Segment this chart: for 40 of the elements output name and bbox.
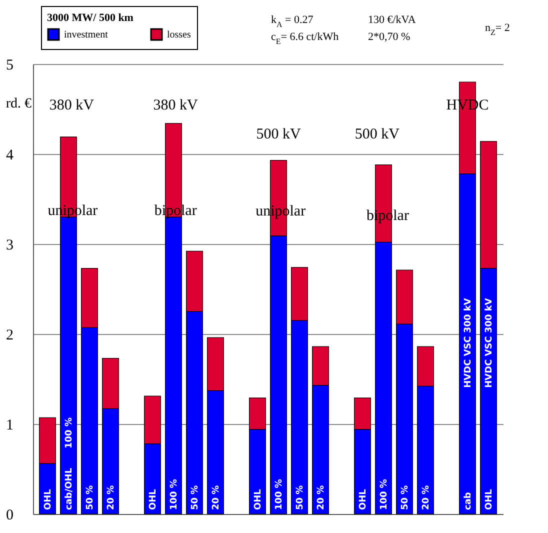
y-tick-label: 4: [6, 148, 14, 164]
x-tick-label: OHL: [358, 488, 369, 510]
x-tick-label: cab/OHL: [64, 468, 74, 510]
text: n$_{Z}$= 2: [485, 22, 510, 37]
x-tick-label: OHL: [148, 488, 158, 510]
annotation: HVDC VSC 300 kV: [464, 298, 474, 388]
annotation: 500 kV: [354, 126, 400, 142]
x-tick-label: OHL: [484, 488, 495, 510]
annotation: HVDC VSC 300 kV: [484, 298, 495, 388]
legend-label: losses: [167, 30, 191, 41]
y-tick-label: 3: [6, 238, 14, 254]
text: 130 €/kVA: [368, 14, 416, 26]
x-tick-label: 100 %: [274, 479, 284, 510]
x-tick-label: 50 %: [400, 485, 411, 510]
x-tick-label: 20 %: [422, 485, 432, 510]
x-tick-label: 20 %: [106, 485, 116, 510]
text: c$_{E}$= 6.6 ct/kWh: [271, 31, 340, 46]
x-tick-label: 50 %: [190, 485, 200, 510]
x-tick-label: 20 %: [316, 485, 326, 510]
y-tick-label: 5: [6, 58, 14, 74]
x-tick-label: cab: [464, 492, 474, 510]
x-tick-label: 50 %: [296, 485, 306, 510]
annotation: 380 kV: [153, 98, 198, 114]
y-tick-label: 1: [6, 418, 14, 434]
x-tick-label: OHL: [43, 488, 54, 510]
x-tick-label: 20 %: [212, 485, 222, 510]
annotation: 100 %: [64, 418, 74, 448]
y-tick-label: 0: [6, 508, 14, 524]
x-tick-label: 100 %: [169, 479, 180, 510]
y-axis-title: rd. €: [6, 96, 32, 112]
y-tick-label: 2: [6, 328, 14, 344]
annotation: 380 kV: [49, 98, 94, 114]
x-tick-label: 100 %: [380, 479, 390, 510]
text: 2*0,70 %: [368, 31, 410, 43]
x-tick-label: OHL: [254, 488, 264, 510]
text: k$_{A}$ = 0.27: [271, 14, 314, 29]
legend-label: investment: [64, 30, 108, 41]
annotation: 500 kV: [256, 126, 301, 142]
x-tick-label: 50 %: [85, 485, 96, 510]
legend-title: 3000 MW/ 500 km: [47, 12, 134, 24]
